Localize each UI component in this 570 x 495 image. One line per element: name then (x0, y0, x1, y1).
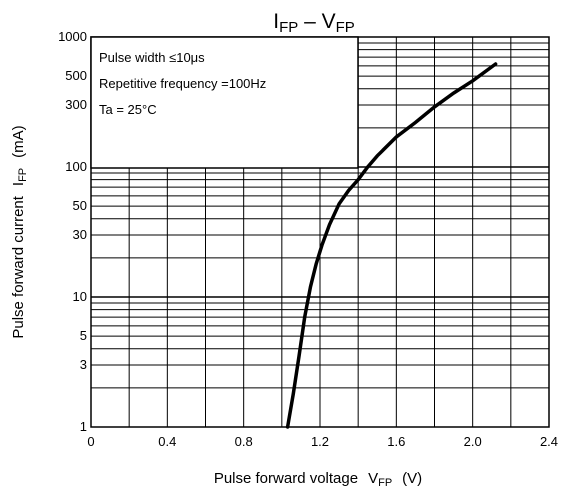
x-tick-label: 2.0 (464, 434, 482, 449)
y-axis-label: Pulse forward currentIFP(mA) (10, 125, 29, 338)
condition-temperature: Ta = 25°C (99, 102, 157, 117)
condition-pulse-width: Pulse width ≤10μs (99, 50, 205, 65)
x-tick-label: 0.4 (158, 434, 176, 449)
conditions-box: Pulse width ≤10μs Repetitive frequency =… (90, 36, 359, 169)
x-tick-label: 0.8 (235, 434, 253, 449)
y-tick-label: 3 (80, 357, 87, 372)
x-tick-label: 1.6 (387, 434, 405, 449)
y-tick-label: 500 (65, 68, 87, 83)
y-tick-label: 1000 (58, 29, 87, 44)
x-tick-label: 0 (87, 434, 94, 449)
conditions-box-frame (90, 36, 359, 169)
ifp-vfp-curve (285, 62, 498, 429)
y-tick-label: 300 (65, 97, 87, 112)
y-tick-label: 50 (73, 198, 87, 213)
y-tick-label: 30 (73, 227, 87, 242)
y-tick-labels: 1 3 5 10 30 50 100 300 500 1000 (58, 29, 87, 434)
x-axis-label: Pulse forward voltage VFP (V) (214, 470, 422, 489)
y-tick-label: 10 (73, 289, 87, 304)
x-tick-label: 2.4 (540, 434, 558, 449)
condition-frequency: Repetitive frequency =100Hz (99, 76, 266, 91)
y-tick-label: 5 (80, 328, 87, 343)
y-tick-label: 100 (65, 159, 87, 174)
x-tick-labels: 0 0.4 0.8 1.2 1.6 2.0 2.4 (87, 434, 558, 449)
y-tick-label: 1 (80, 419, 87, 434)
x-tick-label: 1.2 (311, 434, 329, 449)
chart-title: IFP – VFP (273, 10, 355, 36)
